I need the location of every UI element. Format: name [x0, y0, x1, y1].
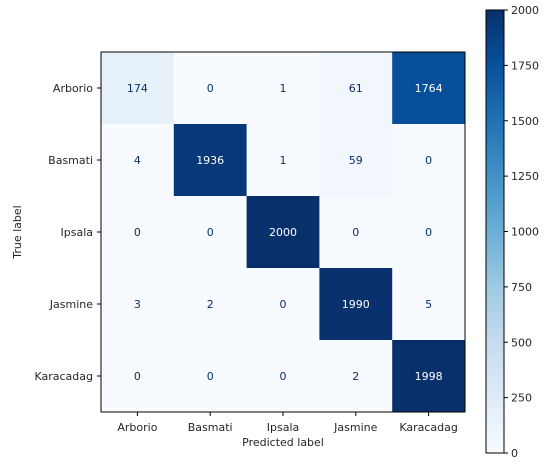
cell-value-label: 1990 [342, 298, 370, 311]
y-tick-label: Basmati [48, 154, 93, 167]
colorbar [485, 9, 505, 454]
y-axis-label: True label [11, 205, 24, 259]
colorbar-tick-label: 500 [511, 336, 532, 349]
heatmap-cell [173, 340, 248, 413]
cell-value-label: 59 [349, 154, 363, 167]
cell-value-label: 1 [280, 82, 287, 95]
cell-value-label: 1764 [415, 82, 443, 95]
cell-value-label: 0 [207, 226, 214, 239]
cell-value-label: 3 [134, 298, 141, 311]
y-tick-label: Karacadag [34, 370, 93, 383]
heatmap-cell [246, 196, 320, 269]
cell-value-label: 0 [280, 370, 287, 383]
heatmap-cell [392, 52, 466, 125]
y-tick-label: Ipsala [61, 226, 94, 239]
x-tick-label: Karacadag [399, 421, 458, 434]
x-tick-label: Ipsala [267, 421, 300, 434]
colorbar-tick-label: 1250 [511, 170, 539, 183]
cell-value-label: 0 [425, 226, 432, 239]
heatmap-cell [319, 268, 393, 341]
heatmap-cell [246, 124, 320, 197]
colorbar-tick-label: 1000 [511, 226, 539, 239]
x-tick-label: Arborio [117, 421, 157, 434]
heatmap-cell [173, 268, 248, 341]
cell-value-label: 5 [425, 298, 432, 311]
heatmap-cell [246, 52, 320, 125]
cell-value-label: 2 [352, 370, 359, 383]
cell-value-label: 1998 [415, 370, 443, 383]
cell-value-label: 61 [349, 82, 363, 95]
cell-value-label: 2000 [269, 226, 297, 239]
heatmap-cell [101, 268, 175, 341]
heatmap-cell [392, 196, 466, 269]
colorbar-tick-label: 0 [511, 447, 518, 460]
heatmap-cell [173, 52, 248, 125]
colorbar-tick-label: 2000 [511, 4, 539, 17]
colorbar-tick-label: 250 [511, 392, 532, 405]
heatmap-cell [101, 52, 175, 125]
cell-value-label: 2 [207, 298, 214, 311]
cell-value-label: 4 [134, 154, 141, 167]
heatmap-cell [392, 268, 466, 341]
heatmap-cell [319, 340, 393, 413]
heatmap-cell [173, 196, 248, 269]
cell-value-label: 0 [134, 370, 141, 383]
heatmap-cell [173, 124, 248, 197]
y-axis-ticks: Arborio Basmati Ipsala Jasmine Karacadag [34, 82, 101, 383]
cell-value-label: 0 [134, 226, 141, 239]
cell-value-label: 0 [207, 82, 214, 95]
heatmap-cell [392, 340, 466, 413]
heatmap-cell [101, 340, 175, 413]
x-axis-label: Predicted label [242, 436, 324, 449]
heatmap-cell [392, 124, 466, 197]
colorbar-ticks: 0 250 500 750 1000 1250 1500 1750 2000 [504, 4, 539, 460]
heatmap-cell [319, 196, 393, 269]
heatmap-cell [319, 124, 393, 197]
colorbar-tick-label: 750 [511, 281, 532, 294]
cell-value-label: 0 [352, 226, 359, 239]
cell-value-label: 1936 [196, 154, 224, 167]
heatmap-cell [319, 52, 393, 125]
heatmap-cell [246, 268, 320, 341]
y-tick-label: Arborio [53, 82, 93, 95]
cell-value-label: 1 [280, 154, 287, 167]
heatmap-cell-labels: 174 0 1 61 1764 4 1936 1 59 0 0 0 2000 0 0 3 2 0 1990 5 0 0 0 2… [127, 82, 443, 383]
cell-value-label: 0 [280, 298, 287, 311]
heatmap-cell [101, 196, 175, 269]
cell-value-label: 0 [425, 154, 432, 167]
cell-value-label: 174 [127, 82, 148, 95]
colorbar-tick-label: 1500 [511, 115, 539, 128]
x-tick-label: Basmati [188, 421, 233, 434]
x-axis-ticks: Arborio Basmati Ipsala Jasmine Karacadag [117, 412, 458, 434]
cell-value-label: 0 [207, 370, 214, 383]
heatmap-cell [101, 124, 175, 197]
y-tick-label: Jasmine [49, 298, 93, 311]
colorbar-tick-label: 1750 [511, 59, 539, 72]
heatmap-cells [101, 52, 466, 413]
x-tick-label: Jasmine [333, 421, 377, 434]
heatmap-cell [246, 340, 320, 413]
